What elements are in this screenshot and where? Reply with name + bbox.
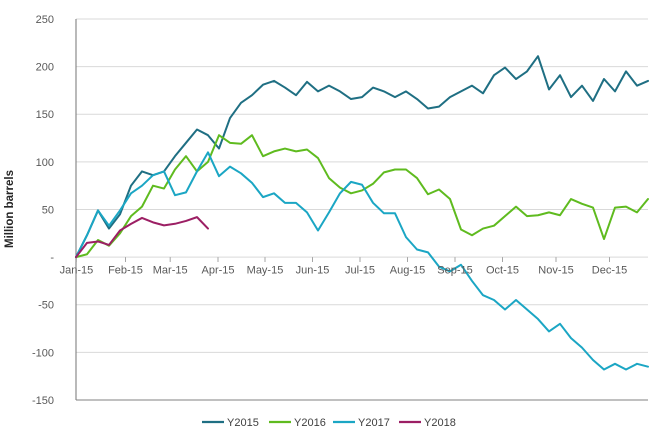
svg-text:Jun-15: Jun-15: [296, 265, 330, 277]
svg-text:Sep-15: Sep-15: [437, 265, 472, 277]
svg-text:Feb-15: Feb-15: [108, 265, 143, 277]
svg-text:250: 250: [36, 14, 54, 26]
svg-text:Jan-15: Jan-15: [60, 265, 94, 277]
svg-text:Y2018: Y2018: [424, 417, 456, 429]
svg-text:Oct-15: Oct-15: [486, 265, 519, 277]
svg-text:200: 200: [36, 62, 54, 74]
svg-text:Apr-15: Apr-15: [201, 265, 234, 277]
svg-text:Y2016: Y2016: [294, 417, 326, 429]
svg-text:100: 100: [36, 157, 54, 169]
svg-text:-150: -150: [32, 395, 54, 407]
svg-text:Nov-15: Nov-15: [538, 265, 573, 277]
svg-text:Y2015: Y2015: [227, 417, 259, 429]
svg-text:Dec-15: Dec-15: [592, 265, 627, 277]
svg-text:Y2017: Y2017: [358, 417, 390, 429]
svg-text:Mar-15: Mar-15: [153, 265, 188, 277]
svg-text:-: -: [50, 252, 54, 264]
svg-text:-100: -100: [32, 347, 54, 359]
svg-text:150: 150: [36, 109, 54, 121]
svg-text:-50: -50: [38, 300, 54, 312]
svg-text:May-15: May-15: [247, 265, 284, 277]
svg-text:Aug-15: Aug-15: [390, 265, 425, 277]
svg-text:50: 50: [42, 204, 54, 216]
svg-text:Jul-15: Jul-15: [345, 265, 375, 277]
svg-text:Million barrels: Million barrels: [4, 170, 16, 248]
